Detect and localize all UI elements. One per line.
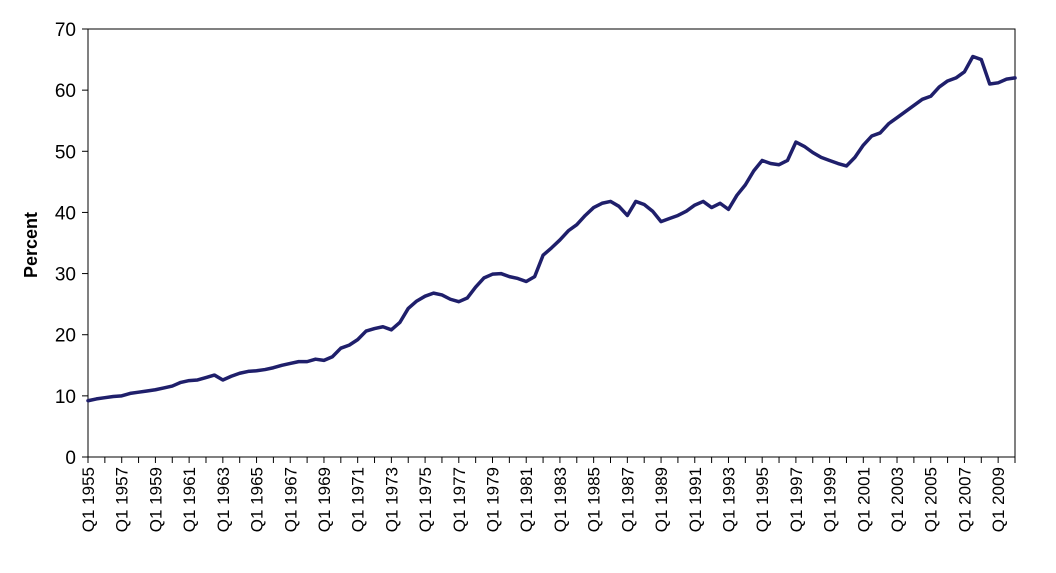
x-tick-label: Q1 1993 [719, 467, 738, 532]
y-tick-label: 40 [55, 203, 76, 224]
x-tick-label: Q1 1979 [484, 467, 503, 532]
y-tick-label: 20 [55, 326, 76, 347]
x-tick-label: Q1 1987 [618, 467, 637, 532]
x-tick-label: Q1 2005 [922, 467, 941, 532]
x-tick-label: Q1 1973 [382, 467, 401, 532]
x-tick-label: Q1 1957 [113, 467, 132, 532]
x-tick-label: Q1 1985 [585, 467, 604, 532]
x-tick-label: Q1 1997 [787, 467, 806, 532]
series-group [86, 54, 1017, 403]
x-tick-label: Q1 1977 [450, 467, 469, 532]
y-axis-title: Percent [21, 212, 41, 278]
x-tick-label: Q1 1975 [416, 467, 435, 532]
x-tick-label: Q1 1967 [281, 467, 300, 532]
axes [87, 28, 1016, 458]
x-tick-label: Q1 1983 [551, 467, 570, 532]
x-tick-label: Q1 1991 [686, 467, 705, 532]
x-axis-ticks: Q1 1955 Q1 1957 Q1 1959 Q1 1961 Q1 1963 Q1 19… [79, 457, 1016, 532]
series-line-0 [86, 54, 1017, 403]
x-tick-label: Q1 2001 [854, 467, 873, 532]
y-tick-label: 70 [55, 20, 76, 41]
x-tick-label: Q1 1959 [146, 467, 165, 532]
y-tick-label: 10 [55, 387, 76, 408]
x-tick-label: Q1 1963 [214, 467, 233, 532]
x-tick-label: Q1 1955 [79, 467, 98, 532]
x-tick-label: Q1 2009 [989, 467, 1008, 532]
x-tick-label: Q1 1961 [180, 467, 199, 532]
x-tick-label: Q1 1999 [821, 467, 840, 532]
x-tick-label: Q1 2007 [955, 467, 974, 532]
x-tick-label: Q1 1971 [349, 467, 368, 532]
y-tick-label: 0 [65, 448, 76, 469]
x-tick-label: Q1 1989 [652, 467, 671, 532]
x-tick-label: Q1 1981 [517, 467, 536, 532]
x-tick-label: Q1 1995 [753, 467, 772, 532]
y-axis-ticks: 0 10 20 30 40 50 60 70 [55, 20, 88, 469]
x-tick-label: Q1 1965 [248, 467, 267, 532]
y-tick-label: 60 [55, 81, 76, 102]
plot-frame [87, 28, 1016, 458]
x-tick-label: Q1 2003 [888, 467, 907, 532]
y-tick-label: 30 [55, 265, 76, 286]
y-tick-label: 50 [55, 142, 76, 163]
x-tick-label: Q1 1969 [315, 467, 334, 532]
